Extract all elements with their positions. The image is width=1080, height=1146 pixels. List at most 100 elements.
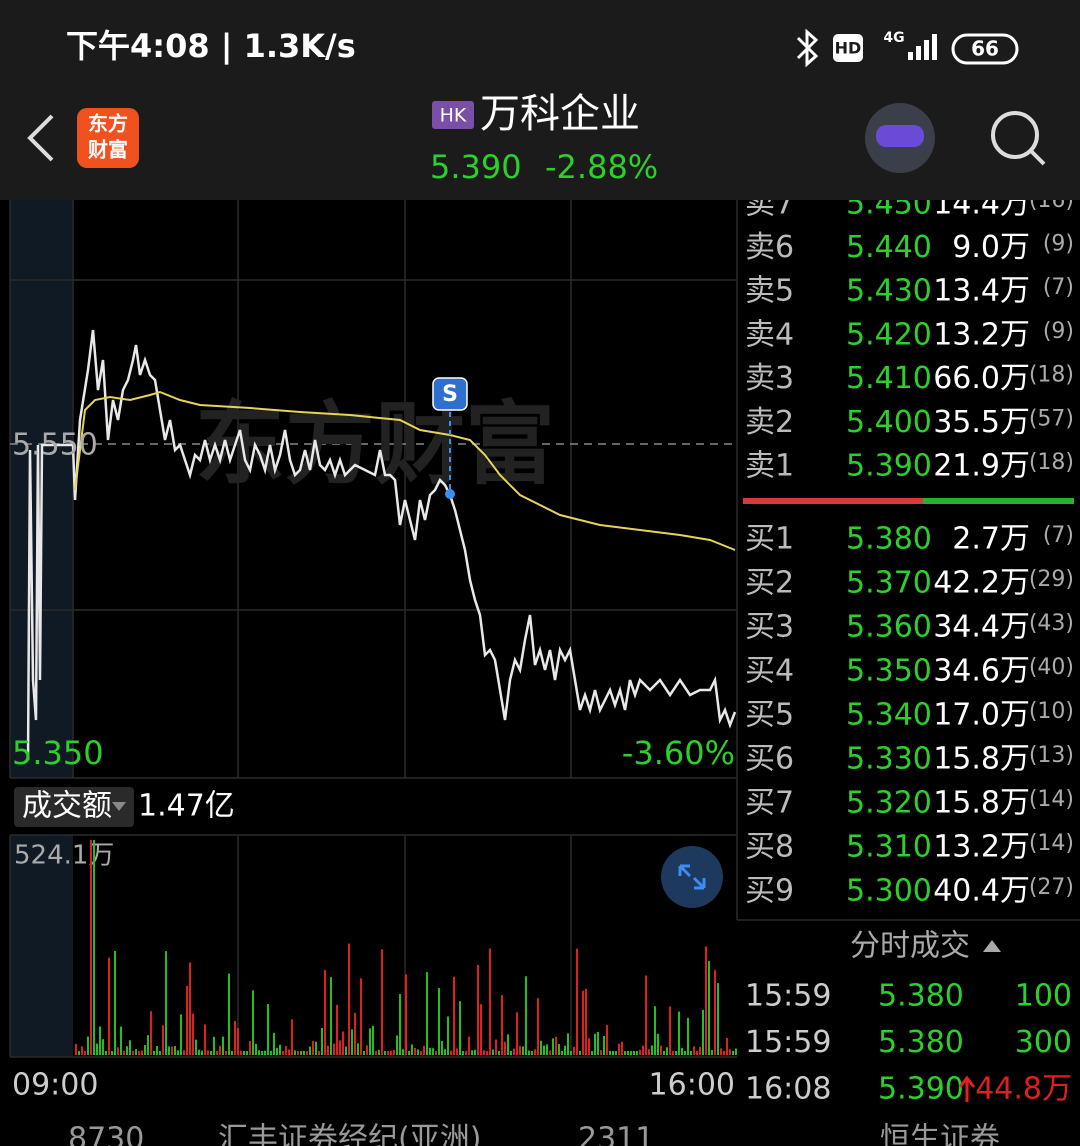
trade-volume: 44.8万 [975,1072,1072,1107]
book-count: (16) [1029,188,1074,213]
average-line [74,390,736,551]
volume-bar [597,1032,599,1055]
volume-bar [249,1041,251,1055]
trade-time: 15:59 [745,1025,831,1060]
volume-bar [303,1050,305,1055]
volume-bar [606,1025,608,1055]
book-volume: 13.4万 [933,274,1030,309]
book-price: 5.450 [846,186,932,221]
broker-item: 恒生证券 [880,1122,1000,1146]
app-logo[interactable] [77,108,139,168]
book-volume: 40.4万 [933,874,1030,909]
volume-bar [141,1050,143,1055]
bid-ratio-bar [923,498,1074,504]
volume-bar [300,1050,302,1055]
dropdown-arrow [112,802,126,811]
volume-bar [108,957,110,1055]
volume-bar [204,1024,206,1055]
volume-bar [114,950,116,1055]
book-price: 5.330 [846,742,932,777]
volume-bar [594,1033,596,1055]
book-price: 5.320 [846,786,932,821]
volume-bar [552,1038,554,1055]
volume-bar [609,1051,611,1055]
battery-level: 66 [971,37,999,61]
book-level: 卖4 [745,317,794,352]
trades-title[interactable]: 分时成交 [850,929,970,964]
change-low-label: -3.60% [622,734,735,772]
volume-bar [654,1006,656,1055]
volume-bar [633,1050,635,1055]
book-volume: 34.6万 [933,654,1030,689]
bottom-strip: 8730 汇丰证券经纪(亚洲) 2311 恒生证券 [68,1122,1000,1146]
volume-bar [663,1050,665,1055]
volume-bar [612,1050,614,1055]
volume-bar [216,1050,218,1055]
volume-bar [132,1050,134,1055]
volume-bar [240,1050,242,1055]
volume-bar [354,1012,356,1055]
volume-bar [165,951,167,1055]
volume-bar [726,1038,728,1055]
volume-bar [408,1050,410,1055]
volume-bar [570,1050,572,1055]
volume-bar [564,1045,566,1055]
volume-bars [75,840,737,1055]
volume-bar [732,1050,734,1055]
book-count: (13) [1029,743,1074,768]
time-start-label: 09:00 [12,1068,98,1103]
volume-bar [336,1004,338,1055]
volume-bar [210,1051,212,1055]
volume-bar [309,1046,311,1055]
back-button[interactable] [27,114,54,162]
volume-bar [255,1043,257,1055]
search-button[interactable] [991,111,1039,159]
book-level: 卖6 [745,230,794,265]
up-arrow [958,1075,976,1102]
book-count: (14) [1029,831,1074,856]
indicator-dropdown[interactable] [14,787,134,827]
volume-bar [576,948,578,1055]
volume-bar [222,1036,224,1055]
broker-item: 汇丰证券经纪(亚洲) [218,1122,481,1146]
volume-bar [213,1036,215,1055]
volume-bar [207,1050,209,1055]
volume-bar [534,1049,536,1055]
volume-bar [294,1050,296,1055]
volume-bar [444,1049,446,1055]
volume-bar [483,1050,485,1055]
volume-bar [513,1048,515,1055]
volume-bar [507,1034,509,1055]
volume-bar [342,1031,344,1055]
volume-bar [90,840,92,1055]
volume-bar [96,1043,98,1055]
volume-bar [666,1047,668,1055]
volume-bar [495,1039,497,1055]
expand-button[interactable] [661,846,723,908]
volume-bar [468,1036,470,1055]
volume-bar [159,1050,161,1055]
volume-bar [519,1046,521,1055]
volume-bar [363,1050,365,1055]
volume-bar [621,1041,623,1055]
volume-bar [498,1050,500,1055]
signal-badge[interactable] [432,377,468,411]
volume-bar [264,1050,266,1055]
volume-bar [672,1050,674,1055]
preopen-zone [10,835,73,1057]
trade-price: 5.380 [878,979,964,1014]
volume-bar [402,1049,404,1055]
book-volume: 35.5万 [933,405,1030,440]
book-price: 5.420 [846,317,932,352]
volume-bar [555,1036,557,1055]
volume-bar [153,1050,155,1055]
volume-bar [183,1050,185,1055]
volume-bar [234,1021,236,1055]
volume-bar [423,1045,425,1055]
volume-bar [414,1047,416,1055]
book-level: 买8 [745,830,794,865]
volume-bar [177,1050,179,1055]
trade-volume: 300 [1015,1025,1072,1060]
